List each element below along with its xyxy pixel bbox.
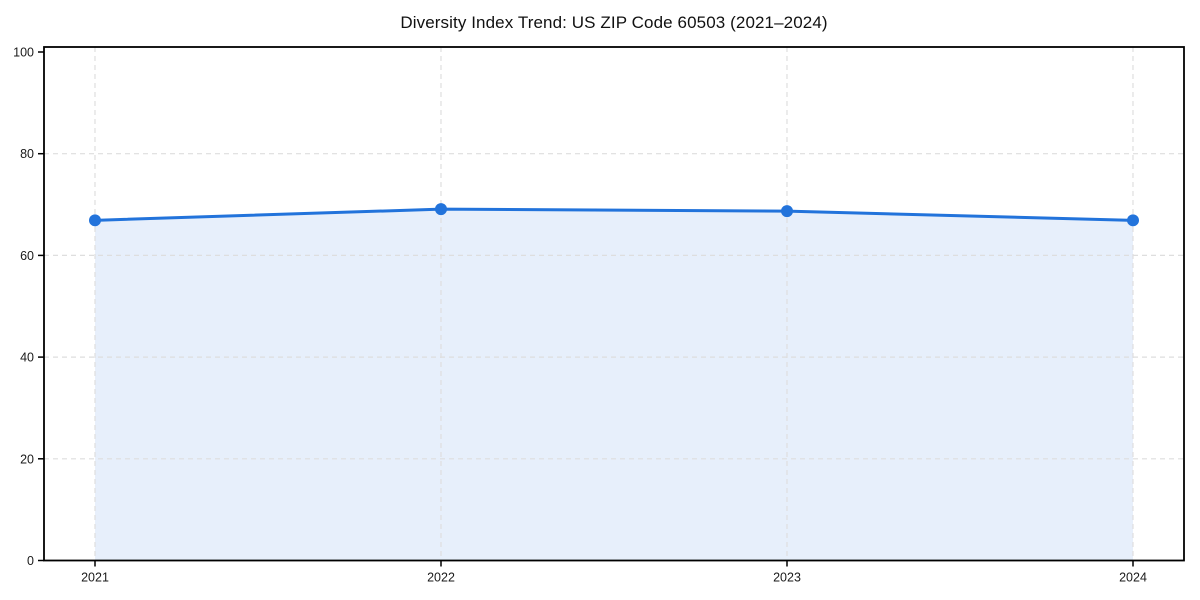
- y-tick-label: 60: [20, 249, 34, 263]
- y-tick-label: 0: [27, 554, 34, 568]
- data-point-2024: [1127, 214, 1139, 227]
- data-point-2021: [89, 214, 101, 227]
- x-tick-label: 2024: [1119, 571, 1147, 585]
- x-tick-label: 2022: [427, 571, 455, 585]
- y-tick-label: 20: [20, 452, 34, 466]
- y-tick-label: 80: [20, 147, 34, 161]
- y-tick-label: 100: [13, 46, 34, 60]
- chart-title: Diversity Index Trend: US ZIP Code 60503…: [400, 13, 828, 32]
- trend-line: [93, 207, 1135, 222]
- x-tick-label: 2023: [773, 571, 801, 585]
- y-tick-label: 40: [20, 351, 34, 365]
- x-tick-label: 2021: [81, 571, 109, 585]
- plot-border: [43, 46, 1185, 562]
- data-point-2023: [781, 205, 793, 218]
- area-fill: [95, 209, 1133, 561]
- data-point-2022: [435, 203, 447, 216]
